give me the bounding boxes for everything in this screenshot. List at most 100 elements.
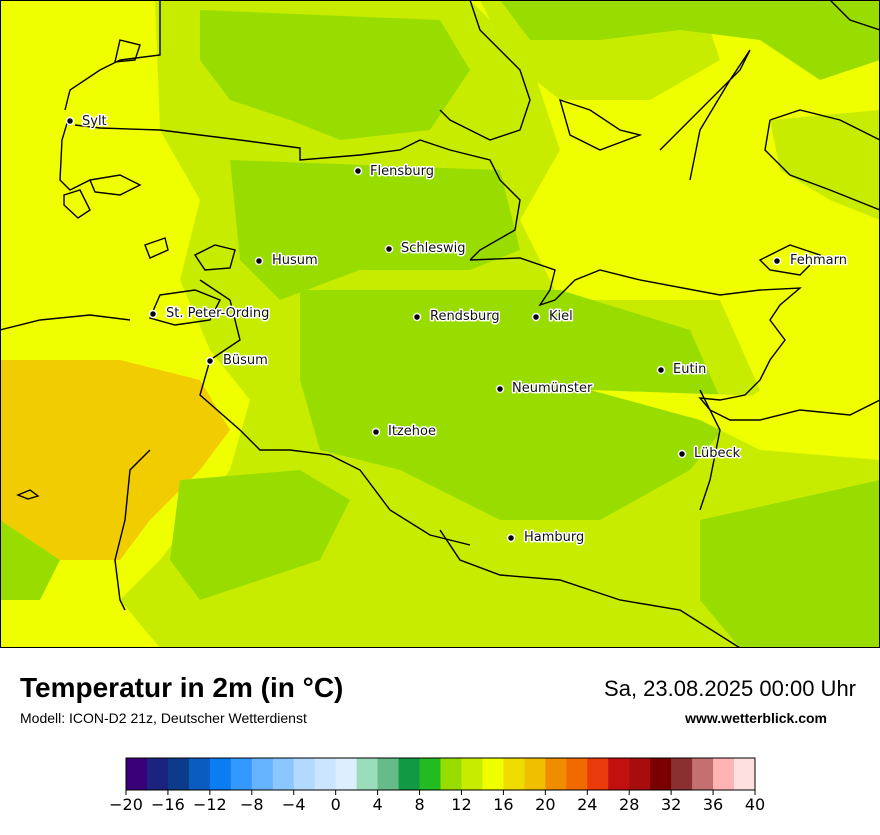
- green-zone-denmark: [500, 0, 880, 80]
- city-label: Rendsburg: [430, 309, 500, 324]
- city-label: St. Peter-Ording: [166, 306, 269, 321]
- city-label: Hamburg: [524, 530, 584, 545]
- city-flensburg[interactable]: Flensburg: [353, 163, 435, 181]
- legend-swatch: [734, 758, 756, 790]
- legend-swatch: [188, 758, 211, 790]
- legend-tick-label: 16: [493, 795, 513, 814]
- legend-tick-label: 28: [619, 795, 639, 814]
- legend-swatch: [671, 758, 693, 790]
- city-dot-icon: [506, 533, 516, 543]
- legend-swatch: [461, 758, 483, 790]
- city-label: Flensburg: [370, 164, 434, 179]
- legend-swatch: [608, 758, 630, 790]
- baltic-sea-yellow: [590, 390, 880, 460]
- city-st-peter-ording[interactable]: St. Peter-Ording: [148, 305, 271, 323]
- legend-swatch: [126, 758, 148, 790]
- legend-tick-label: 36: [703, 795, 723, 814]
- legend-swatch: [167, 758, 190, 790]
- city-dot-icon: [384, 244, 394, 254]
- legend-swatch: [314, 758, 337, 790]
- city-dot-icon: [677, 449, 687, 459]
- city-sylt[interactable]: Sylt: [65, 113, 108, 131]
- city-rendsburg[interactable]: Rendsburg: [412, 308, 501, 326]
- legend-tick-label: −4: [282, 795, 306, 814]
- city-dot-icon: [656, 365, 666, 375]
- city-itzehoe[interactable]: Itzehoe: [371, 423, 437, 441]
- city-neumuenster[interactable]: Neumünster: [495, 380, 594, 398]
- city-label: Eutin: [673, 362, 706, 377]
- city-label: Neumünster: [512, 381, 593, 396]
- city-dot-icon: [353, 166, 363, 176]
- city-hamburg[interactable]: Hamburg: [506, 529, 586, 547]
- legend-swatch: [440, 758, 462, 790]
- legend-swatch: [146, 758, 169, 790]
- east-coast-zone: [770, 110, 880, 220]
- website-link[interactable]: www.wetterblick.com: [685, 710, 827, 726]
- page-title: Temperatur in 2m (in °C): [20, 672, 344, 703]
- legend-swatch: [356, 758, 379, 790]
- city-luebeck[interactable]: Lübeck: [677, 445, 742, 463]
- green-zone-center: [300, 290, 730, 520]
- city-eutin[interactable]: Eutin: [656, 361, 708, 379]
- legend-swatch: [335, 758, 358, 790]
- city-dot-icon: [531, 312, 541, 322]
- temperature-map: Sylt Flensburg Schleswig Husum Fehmarn S…: [0, 0, 880, 648]
- legend-tick-label: 12: [451, 795, 471, 814]
- legend-swatch: [251, 758, 274, 790]
- map-footer: Temperatur in 2m (in °C) Modell: ICON-D2…: [0, 648, 880, 830]
- city-markers: Sylt Flensburg Schleswig Husum Fehmarn S…: [65, 113, 849, 547]
- legend-swatch: [209, 758, 232, 790]
- legend-swatch: [398, 758, 421, 790]
- city-dot-icon: [371, 427, 381, 437]
- city-dot-icon: [205, 356, 215, 366]
- city-dot-icon: [495, 384, 505, 394]
- green-zone-north: [200, 10, 470, 140]
- legend-tick-label: 8: [414, 795, 424, 814]
- legend-canvas: −20 −16 −12 −8 −4 0 4 8 12 16 20 24 28 32 36 40: [109, 757, 765, 814]
- color-legend: −20 −16 −12 −8 −4 0 4 8 12 16 20 24 28 32 36 40: [0, 754, 880, 830]
- legend-swatch: [272, 758, 295, 790]
- legend-swatch: [713, 758, 735, 790]
- legend-tick-label: −12: [193, 795, 227, 814]
- coastlines: [0, 0, 880, 648]
- city-label: Kiel: [549, 309, 573, 324]
- legend-swatch: [230, 758, 253, 790]
- city-label: Sylt: [82, 114, 107, 129]
- legend-swatch: [629, 758, 651, 790]
- legend-swatch: [482, 758, 504, 790]
- legend-swatch: [650, 758, 672, 790]
- city-label: Schleswig: [401, 241, 466, 256]
- legend-tick-label: 0: [331, 795, 341, 814]
- city-dot-icon: [772, 256, 782, 266]
- green-zone-elbe: [170, 470, 350, 600]
- legend-tick-label: −8: [240, 795, 264, 814]
- city-label: Fehmarn: [790, 253, 847, 268]
- legend-swatch: [503, 758, 525, 790]
- city-label: Husum: [272, 253, 318, 268]
- legend-swatch: [419, 758, 441, 790]
- city-fehmarn[interactable]: Fehmarn: [772, 252, 849, 270]
- forecast-datetime: Sa, 23.08.2025 00:00 Uhr: [604, 676, 856, 701]
- legend-tick-label: −20: [109, 795, 143, 814]
- city-dot-icon: [65, 116, 75, 126]
- legend-swatch: [293, 758, 316, 790]
- legend-swatch: [377, 758, 400, 790]
- green-zone-schleswig: [230, 160, 520, 300]
- legend-tick-label: 32: [661, 795, 681, 814]
- city-husum[interactable]: Husum: [254, 252, 319, 270]
- city-label: Lübeck: [694, 446, 741, 461]
- warm-sea-zone: [0, 360, 230, 560]
- city-kiel[interactable]: Kiel: [531, 308, 574, 326]
- green-zone-west: [0, 520, 60, 600]
- legend-swatch: [524, 758, 546, 790]
- legend-swatch: [545, 758, 567, 790]
- city-label: Itzehoe: [388, 424, 436, 439]
- city-schleswig[interactable]: Schleswig: [384, 240, 467, 258]
- legend-tick-label: 24: [577, 795, 597, 814]
- city-dot-icon: [412, 312, 422, 322]
- model-info: Modell: ICON-D2 21z, Deutscher Wetterdie…: [20, 710, 307, 726]
- city-buesum[interactable]: Büsum: [205, 352, 269, 370]
- legend-swatch: [587, 758, 609, 790]
- city-dot-icon: [148, 309, 158, 319]
- legend-tick-label: 4: [373, 795, 383, 814]
